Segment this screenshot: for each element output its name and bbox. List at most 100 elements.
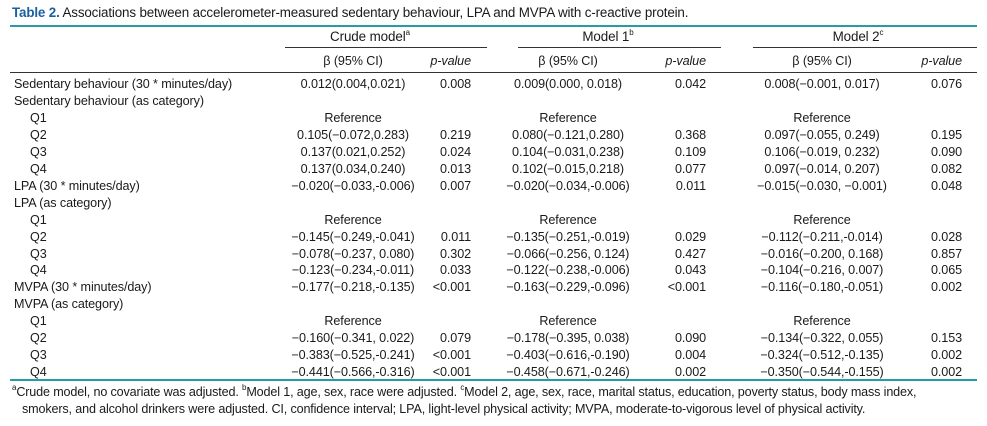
p-value-cell: 0.007 <box>439 178 471 193</box>
beta-ci-cell: 0.097(−0.055, 0.249) <box>764 127 880 142</box>
beta-ci-cell: −0.112(−0.211,-0.014) <box>761 229 883 244</box>
footnote-line-1: aCrude model, no covariate was adjusted.… <box>12 383 917 400</box>
beta-ci-cell: −0.163(−0.229,-0.096) <box>506 280 630 295</box>
p-value-cell: 0.065 <box>930 263 962 278</box>
beta-ci-cell: Reference <box>793 110 851 125</box>
beta-ci-cell: −0.020(−0.034,-0.006) <box>506 178 630 193</box>
beta-ci-cell: Reference <box>324 212 382 227</box>
p-value-cell: 0.153 <box>930 331 962 346</box>
p-value-cell: 0.024 <box>439 144 471 159</box>
row-label: Sedentary behaviour (30 * minutes/day) <box>14 77 233 91</box>
table-caption: Table 2. Associations between accelerome… <box>12 5 688 20</box>
subheader-beta: β (95% CI) <box>538 54 598 68</box>
beta-ci-cell: −0.441(−0.566,-0.316) <box>291 365 415 380</box>
p-value-cell: 0.219 <box>439 127 471 142</box>
beta-ci-cell: −0.078(−0.237, 0.080) <box>291 246 415 261</box>
beta-ci-cell: 0.137(0.021,0.252) <box>300 144 406 159</box>
beta-ci-cell: Reference <box>324 110 382 125</box>
beta-ci-cell: −0.123(−0.234,-0.011) <box>291 263 415 278</box>
beta-ci-cell: 0.009(0.000, 0.018) <box>513 77 623 91</box>
row-label: Sedentary behaviour (as category) <box>14 93 204 108</box>
group-rule-model2 <box>753 47 977 48</box>
p-value-cell: <0.001 <box>667 280 706 295</box>
header-bottom-rule <box>10 72 977 73</box>
p-value-cell: 0.008 <box>439 77 471 91</box>
beta-ci-cell: −0.015(−0.030, −0.001) <box>757 178 887 193</box>
p-value-cell: 0.043 <box>674 263 706 278</box>
beta-ci-cell: 0.102(−0.015,0.218) <box>512 161 624 176</box>
beta-ci-cell: −0.134(−0.322, 0.055) <box>760 331 884 346</box>
table-title: Associations between accelerometer-measu… <box>59 5 689 20</box>
p-value-cell: 0.082 <box>930 161 962 176</box>
p-value-cell: 0.004 <box>674 348 706 363</box>
beta-ci-cell: −0.383(−0.525,-0.241) <box>291 348 415 363</box>
table-number: Table 2. <box>12 5 60 20</box>
p-value-cell: 0.109 <box>674 144 706 159</box>
row-label: Q2 <box>30 127 47 142</box>
p-value-cell: 0.302 <box>439 246 471 261</box>
beta-ci-cell: −0.350(−0.544,-0.155) <box>760 365 884 380</box>
beta-ci-cell: −0.135(−0.251,-0.019) <box>506 229 630 244</box>
p-value-cell: 0.090 <box>674 331 706 346</box>
bottom-rule <box>10 379 977 381</box>
row-label: Q4 <box>30 161 47 176</box>
beta-ci-cell: 0.105(−0.072,0.283) <box>297 127 409 142</box>
beta-ci-cell: 0.012(0.004,0.021) <box>300 77 406 91</box>
row-label: Q4 <box>30 365 47 380</box>
p-value-cell: 0.076 <box>930 77 962 91</box>
header-model-2: Model 2c <box>832 28 884 45</box>
p-value-cell: 0.195 <box>930 127 962 142</box>
subheader-p: p-value <box>430 54 471 68</box>
p-value-cell: 0.013 <box>439 161 471 176</box>
row-label: MVPA (as category) <box>14 297 124 312</box>
beta-ci-cell: 0.080(−0.121,0.280) <box>512 127 624 142</box>
group-rule-model1 <box>518 47 721 48</box>
p-value-cell: <0.001 <box>432 280 471 295</box>
p-value-cell: 0.048 <box>930 178 962 193</box>
subheader-beta: β (95% CI) <box>323 54 383 68</box>
row-label: Q1 <box>30 110 47 125</box>
beta-ci-cell: −0.403(−0.616,-0.190) <box>506 348 630 363</box>
beta-ci-cell: Reference <box>793 314 851 329</box>
beta-ci-cell: Reference <box>539 212 597 227</box>
beta-ci-cell: 0.104(−0.031,0.238) <box>512 144 624 159</box>
row-label: Q4 <box>30 263 47 278</box>
subheader-p: p-value <box>665 54 706 68</box>
top-rule <box>10 25 977 27</box>
beta-ci-cell: Reference <box>324 314 382 329</box>
row-label: Q1 <box>30 212 47 227</box>
beta-ci-cell: −0.122(−0.238,-0.006) <box>506 263 630 278</box>
p-value-cell: 0.028 <box>930 229 962 244</box>
beta-ci-cell: −0.458(−0.671,-0.246) <box>506 365 630 380</box>
row-label: LPA (as category) <box>14 195 112 210</box>
group-rule-crude <box>285 47 487 48</box>
beta-ci-cell: −0.116(−0.180,-0.051) <box>760 280 884 295</box>
beta-ci-cell: −0.104(−0.216, 0.007) <box>760 263 884 278</box>
p-value-cell: 0.427 <box>674 246 706 261</box>
p-value-cell: 0.033 <box>439 263 471 278</box>
row-label: Q2 <box>30 229 47 244</box>
p-value-cell: 0.368 <box>674 127 706 142</box>
p-value-cell: 0.079 <box>439 331 471 346</box>
beta-ci-cell: 0.008(−0.001, 0.017) <box>764 77 880 91</box>
row-label: Q3 <box>30 144 47 159</box>
p-value-cell: 0.029 <box>674 229 706 244</box>
beta-ci-cell: 0.137(0.034,0.240) <box>300 161 406 176</box>
p-value-cell: <0.001 <box>432 365 471 380</box>
p-value-cell: 0.857 <box>930 246 962 261</box>
row-label: Q1 <box>30 314 47 329</box>
p-value-cell: 0.002 <box>930 280 962 295</box>
beta-ci-cell: −0.160(−0.341, 0.022) <box>291 331 415 346</box>
beta-ci-cell: −0.178(−0.395, 0.038) <box>506 331 630 346</box>
p-value-cell: 0.002 <box>674 365 706 380</box>
p-value-cell: <0.001 <box>432 348 471 363</box>
beta-ci-cell: −0.177(−0.218,-0.135) <box>291 280 415 295</box>
row-label: Q2 <box>30 331 47 346</box>
p-value-cell: 0.042 <box>674 77 706 91</box>
p-value-cell: 0.011 <box>440 229 471 244</box>
p-value-cell: 0.002 <box>930 348 962 363</box>
subheader-p: p-value <box>921 54 962 68</box>
beta-ci-cell: 0.106(−0.019, 0.232) <box>764 144 880 159</box>
beta-ci-cell: −0.020(−0.033,-0.006) <box>291 178 415 193</box>
